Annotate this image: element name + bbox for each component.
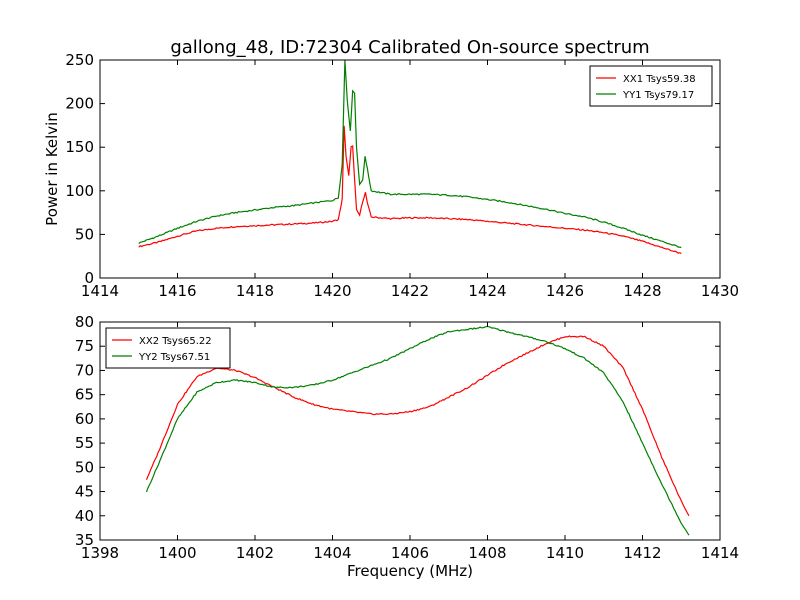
y-tick-label: 75 <box>75 337 94 355</box>
y-tick-label: 150 <box>65 138 94 156</box>
legend-label: YY2 Tsys67.51 <box>138 352 210 363</box>
x-tick-label: 1400 <box>158 544 196 562</box>
y-tick-label: 250 <box>65 51 94 69</box>
series-line-2 <box>138 60 682 249</box>
figure-title: gallong_48, ID:72304 Calibrated On-sourc… <box>170 37 649 58</box>
series-line-1 <box>145 335 690 517</box>
x-tick-label: 1422 <box>391 282 429 300</box>
legend-box <box>589 65 713 107</box>
series-line-2 <box>145 325 690 536</box>
y-tick-label: 55 <box>75 434 94 452</box>
x-tick-label: 1404 <box>313 544 351 562</box>
x-tick-label: 1412 <box>623 544 661 562</box>
x-tick-label: 1424 <box>468 282 506 300</box>
x-tick-label: 1430 <box>701 282 739 300</box>
x-tick-label: 1402 <box>236 544 274 562</box>
x-tick-label: 1426 <box>546 282 584 300</box>
x-tick-label: 1406 <box>391 544 429 562</box>
x-tick-label: 1408 <box>468 544 506 562</box>
x-axis-label: Frequency (MHz) <box>347 562 473 580</box>
y-tick-label: 45 <box>75 483 94 501</box>
y-tick-label: 65 <box>75 386 94 404</box>
y-tick-label: 60 <box>75 410 94 428</box>
legend-label: YY1 Tsys79.17 <box>622 90 694 101</box>
x-tick-label: 1418 <box>236 282 274 300</box>
legend-box <box>105 327 231 369</box>
top-plot: 1414 1416 1418 1420 1422 1424 1426 1428 1430 0 50 1… <box>43 51 739 300</box>
series-line-1 <box>138 125 682 255</box>
legend-label: XX1 Tsys59.38 <box>623 74 696 85</box>
y-tick-label: 50 <box>75 225 94 243</box>
x-tick-label: 1414 <box>81 282 119 300</box>
y-tick-label: 0 <box>84 269 94 287</box>
bottom-plot: 1398 1400 1402 1404 1406 1408 1410 1412 1414 35 40… <box>75 313 739 580</box>
x-tick-label: 1428 <box>623 282 661 300</box>
legend: XX2 Tsys65.22 YY2 Tsys67.51 <box>105 327 231 369</box>
y-tick-label: 200 <box>65 95 94 113</box>
x-tick-label: 1420 <box>313 282 351 300</box>
x-tick-label: 1416 <box>158 282 196 300</box>
y-tick-label: 80 <box>75 313 94 331</box>
legend-label: XX2 Tsys65.22 <box>139 336 212 347</box>
y-tick-label: 35 <box>75 531 94 549</box>
series-group <box>138 60 682 255</box>
series-group <box>145 325 690 536</box>
y-tick-label: 100 <box>65 182 94 200</box>
y-tick-label: 40 <box>75 507 94 525</box>
y-axis-label: Power in Kelvin <box>43 112 61 226</box>
y-tick-label: 50 <box>75 458 94 476</box>
x-tick-label: 1398 <box>81 544 119 562</box>
x-tick-label: 1410 <box>546 544 584 562</box>
legend: XX1 Tsys59.38 YY1 Tsys79.17 <box>589 65 713 107</box>
y-tick-label: 70 <box>75 361 94 379</box>
x-tick-label: 1414 <box>701 544 739 562</box>
